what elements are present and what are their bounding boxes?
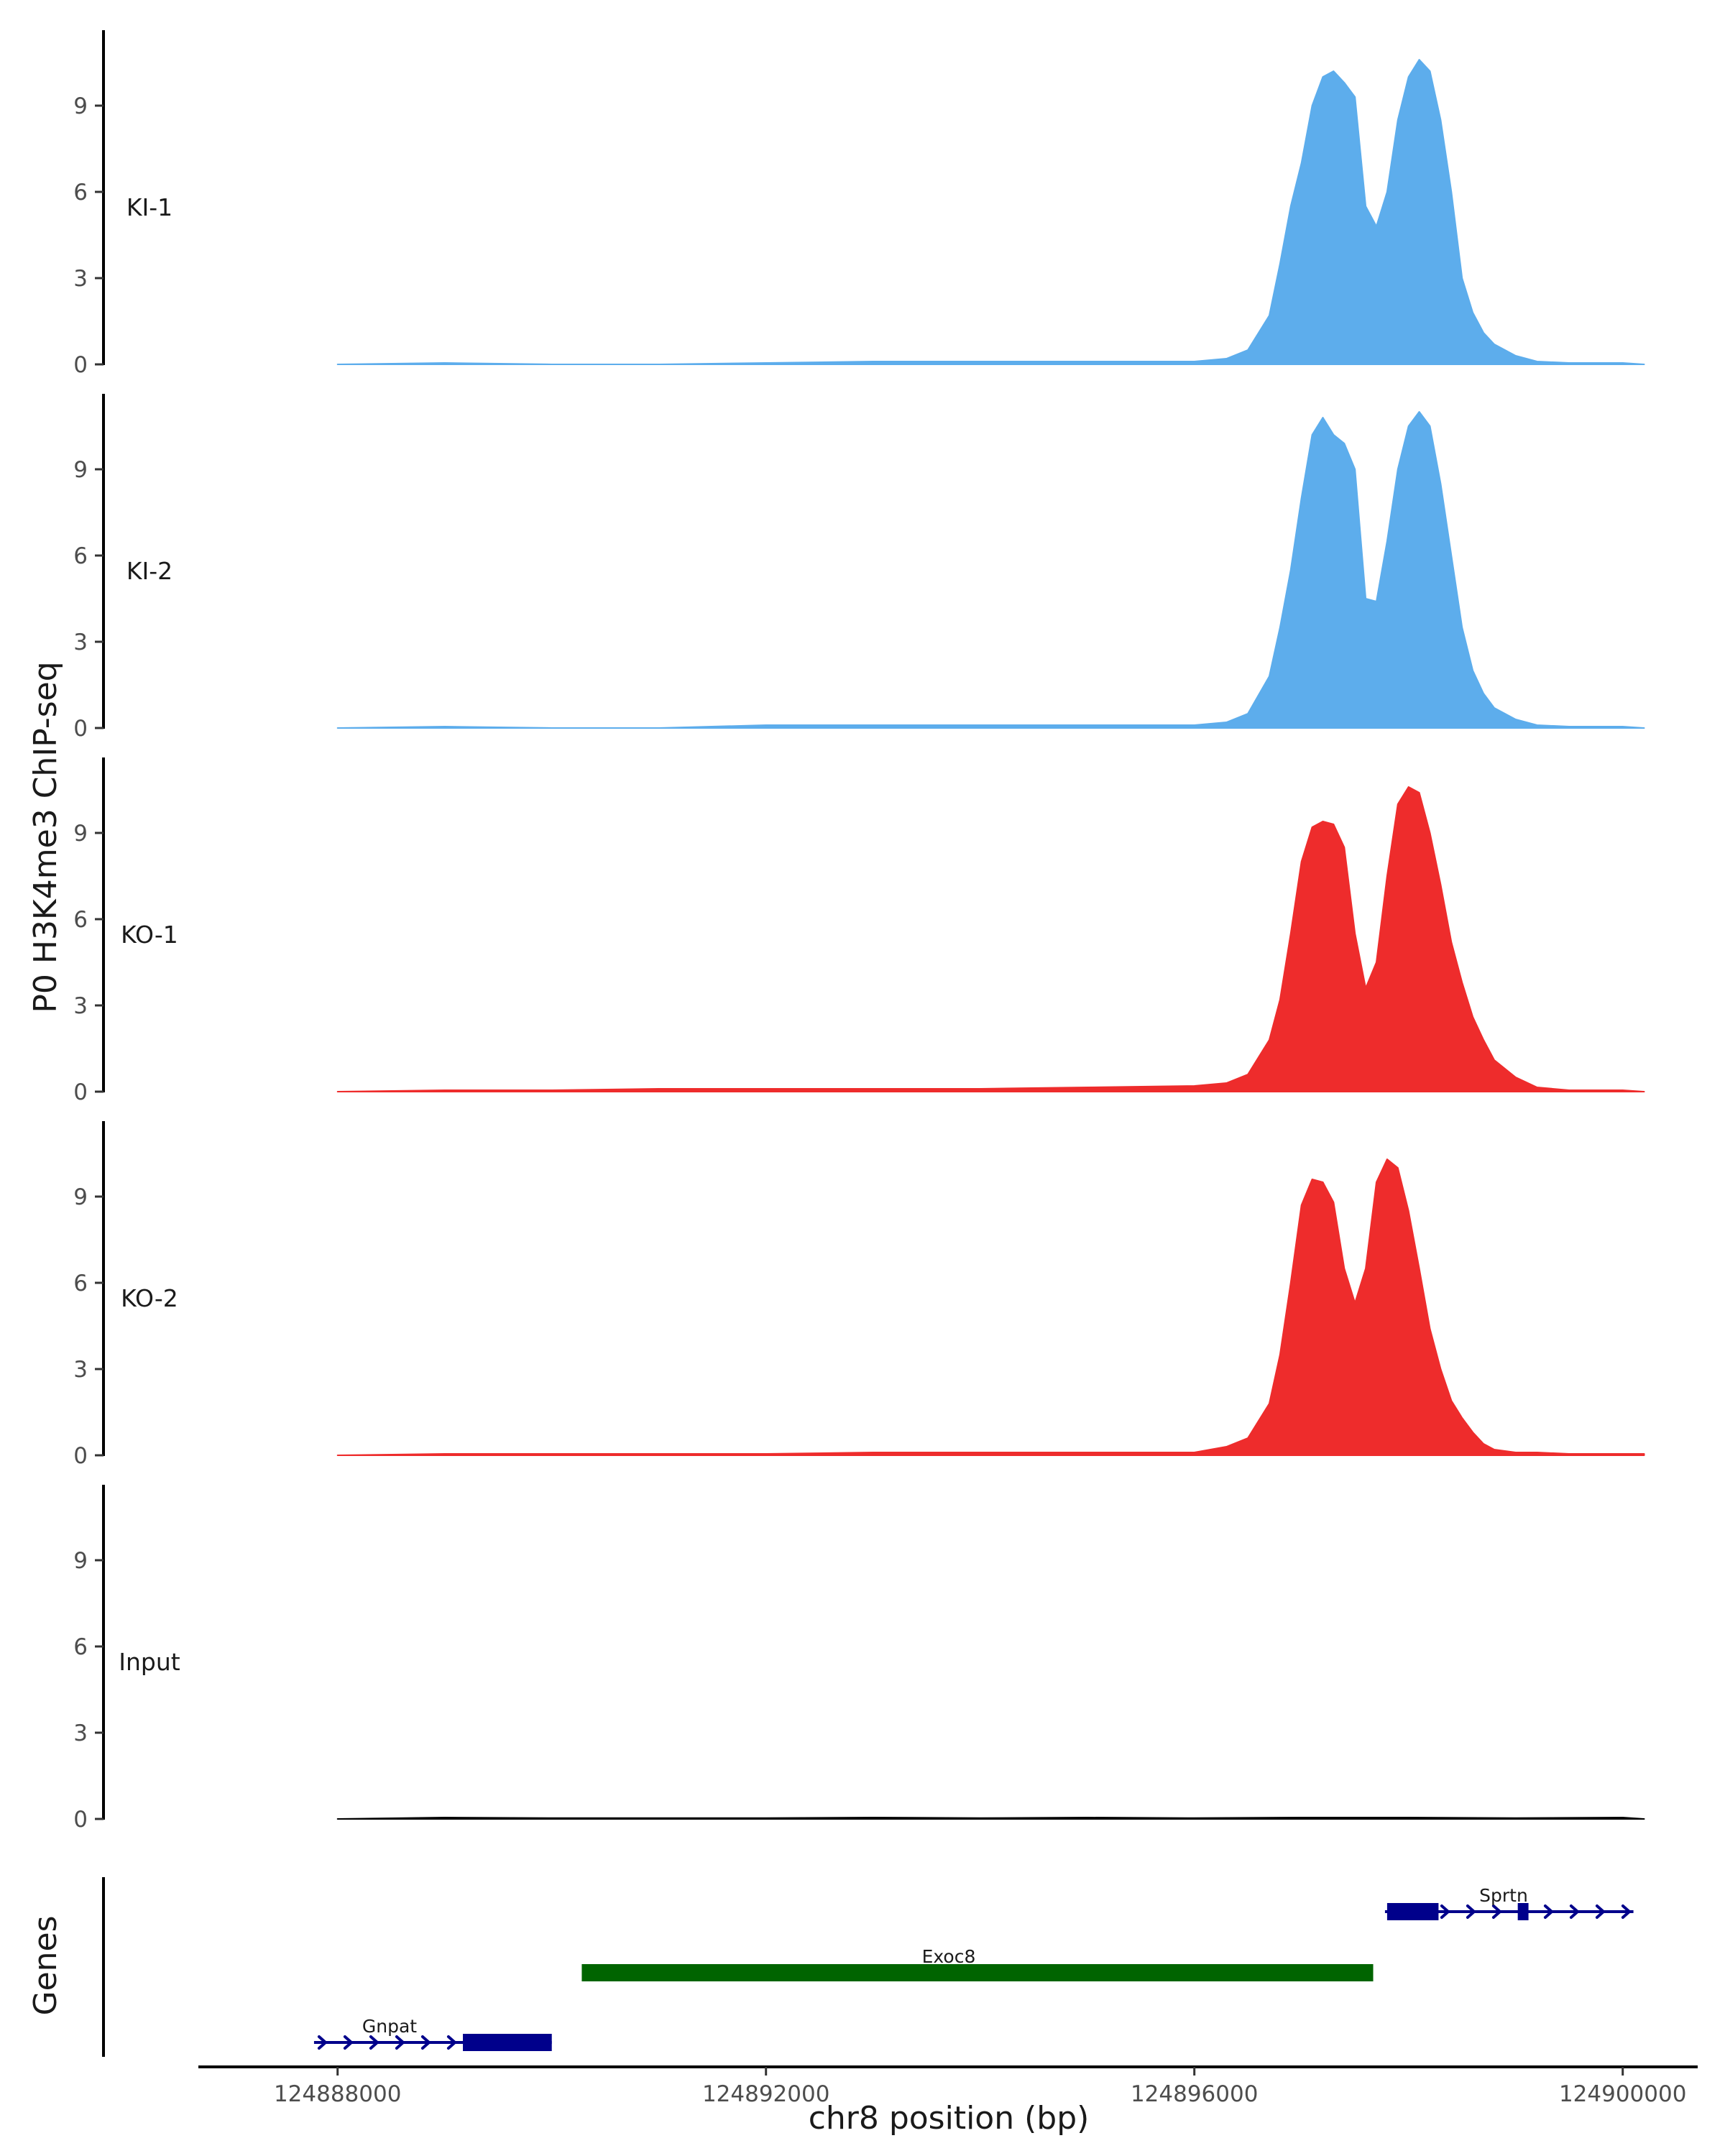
strand-arrow-icon [1440, 1904, 1450, 1919]
coverage-area [336, 59, 1645, 365]
y-tick-label: 0 [73, 716, 88, 742]
gene-sprtn: Sprtn [1384, 1885, 1634, 1920]
y-tick-label: 3 [73, 630, 88, 655]
track-ko-1: 0 3 6 9 KO-1 [73, 757, 1645, 1105]
strand-arrow-icon [369, 2035, 380, 2050]
y-tick-label: 6 [73, 543, 88, 569]
y-tick-label: 9 [73, 821, 88, 847]
coverage-area [336, 786, 1645, 1092]
y-tick-label: 3 [73, 1720, 88, 1746]
x-axis: 124888000 124892000 124896000 124900000 [198, 2065, 1698, 2107]
y-tick-label: 0 [73, 352, 88, 378]
y-tick-label: 9 [73, 93, 88, 119]
strand-arrow-icon [1569, 1904, 1580, 1919]
track-label: KI-1 [126, 193, 172, 221]
gene-exon [1386, 1903, 1439, 1920]
y-tick-label: 6 [73, 1634, 88, 1660]
track-label: KO-1 [121, 921, 178, 949]
track-label: Input [119, 1648, 180, 1676]
y-tick-label: 0 [73, 1079, 88, 1105]
y-tick-label: 9 [73, 1548, 88, 1574]
gene-label: Exoc8 [922, 1946, 976, 1967]
y-tick-label: 0 [73, 1807, 88, 1833]
strand-arrow-icon [1595, 1904, 1606, 1919]
strand-arrow-icon [446, 2035, 457, 2050]
y-axis-title: P0 H3K4me3 ChIP-seq [27, 661, 64, 1013]
coverage-area [336, 411, 1645, 729]
y-tick-label: 9 [73, 457, 88, 483]
y-tick-label: 6 [73, 1271, 88, 1296]
track-input: 0 3 6 9 Input [73, 1485, 1645, 1833]
track-label: KI-2 [126, 557, 172, 585]
strand-arrow-icon [317, 2035, 328, 2050]
y-tick-label: 3 [73, 266, 88, 292]
strand-arrow-icon [395, 2035, 405, 2050]
y-tick-label: 3 [73, 993, 88, 1019]
y-tick-label: 3 [73, 1357, 88, 1383]
gene-annotation-panel: Gnpat Exoc8 Sprtn [102, 1877, 1634, 2057]
x-tick-label: 124896000 [1131, 2081, 1259, 2107]
strand-arrow-icon [420, 2035, 431, 2050]
gene-exon [1517, 1903, 1529, 1920]
track-ki-2: 0 3 6 9 KI-2 [73, 394, 1645, 742]
y-tick-label: 0 [73, 1443, 88, 1469]
gene-exoc8: Exoc8 [581, 1946, 1374, 1981]
y-tick-label: 9 [73, 1184, 88, 1210]
track-label: KO-2 [121, 1284, 178, 1312]
strand-arrow-icon [1543, 1904, 1554, 1919]
track-ko-2: 0 3 6 9 KO-2 [73, 1121, 1645, 1469]
x-tick-label: 124888000 [274, 2081, 402, 2107]
strand-arrow-icon [343, 2035, 354, 2050]
strand-arrow-icon [1466, 1904, 1476, 1919]
strand-arrow-icon [1621, 1904, 1632, 1919]
genes-axis-title: Genes [27, 1915, 64, 2015]
coverage-area [336, 1817, 1645, 1820]
gene-label: Gnpat [362, 2016, 417, 2037]
gene-exon [463, 2034, 552, 2051]
x-axis-title: chr8 position (bp) [809, 2100, 1090, 2137]
gene-gnpat: Gnpat [313, 2016, 552, 2051]
x-tick-label: 124900000 [1559, 2081, 1687, 2107]
y-tick-label: 6 [73, 907, 88, 933]
track-ki-1: 0 3 6 9 KI-1 [73, 30, 1645, 378]
gene-exon [581, 1964, 1374, 1981]
strand-arrow-icon [1491, 1904, 1502, 1919]
x-tick-label: 124892000 [702, 2081, 830, 2107]
coverage-area [336, 1158, 1645, 1456]
y-tick-label: 6 [73, 180, 88, 206]
gene-label: Sprtn [1479, 1885, 1528, 1906]
coverage-tracks: 0 3 6 9 KI-1 0 3 6 9 KI-2 0 3 6 9 KO-1 0 3 6 9 KO-2 0 3 6 9 Inpu… [73, 30, 1645, 1833]
